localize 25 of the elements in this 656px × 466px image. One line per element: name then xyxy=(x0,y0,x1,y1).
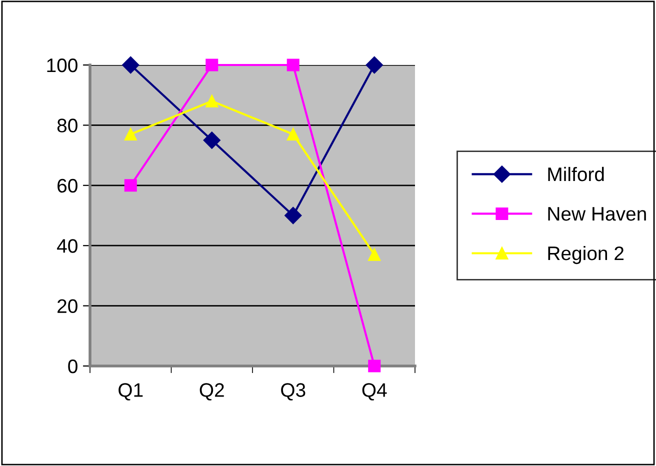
legend-label: Milford xyxy=(548,166,604,182)
point xyxy=(203,132,220,149)
x-tick-label: Q2 xyxy=(200,383,224,400)
y-tick-label: 100 xyxy=(47,58,78,72)
x-tick-label: Q4 xyxy=(362,383,387,400)
point xyxy=(366,56,383,74)
point xyxy=(368,360,381,372)
x-tick-label: Q3 xyxy=(281,383,306,400)
x-tick-label: Q1 xyxy=(118,383,143,400)
point xyxy=(286,128,300,140)
y-tick-label: 0 xyxy=(68,359,78,374)
y-tick-label: 80 xyxy=(57,118,78,132)
legend-label: New Haven xyxy=(548,207,646,221)
point xyxy=(368,248,381,261)
point xyxy=(122,56,140,74)
point xyxy=(124,128,137,140)
y-tick-label: 20 xyxy=(58,299,78,314)
point xyxy=(206,58,218,72)
y-tick-label: 60 xyxy=(58,178,78,193)
point xyxy=(284,206,302,224)
legend-label: Region 2 xyxy=(548,246,624,264)
point xyxy=(286,58,300,72)
point xyxy=(206,94,218,108)
y-tick-label: 40 xyxy=(57,239,78,253)
point xyxy=(124,179,137,192)
